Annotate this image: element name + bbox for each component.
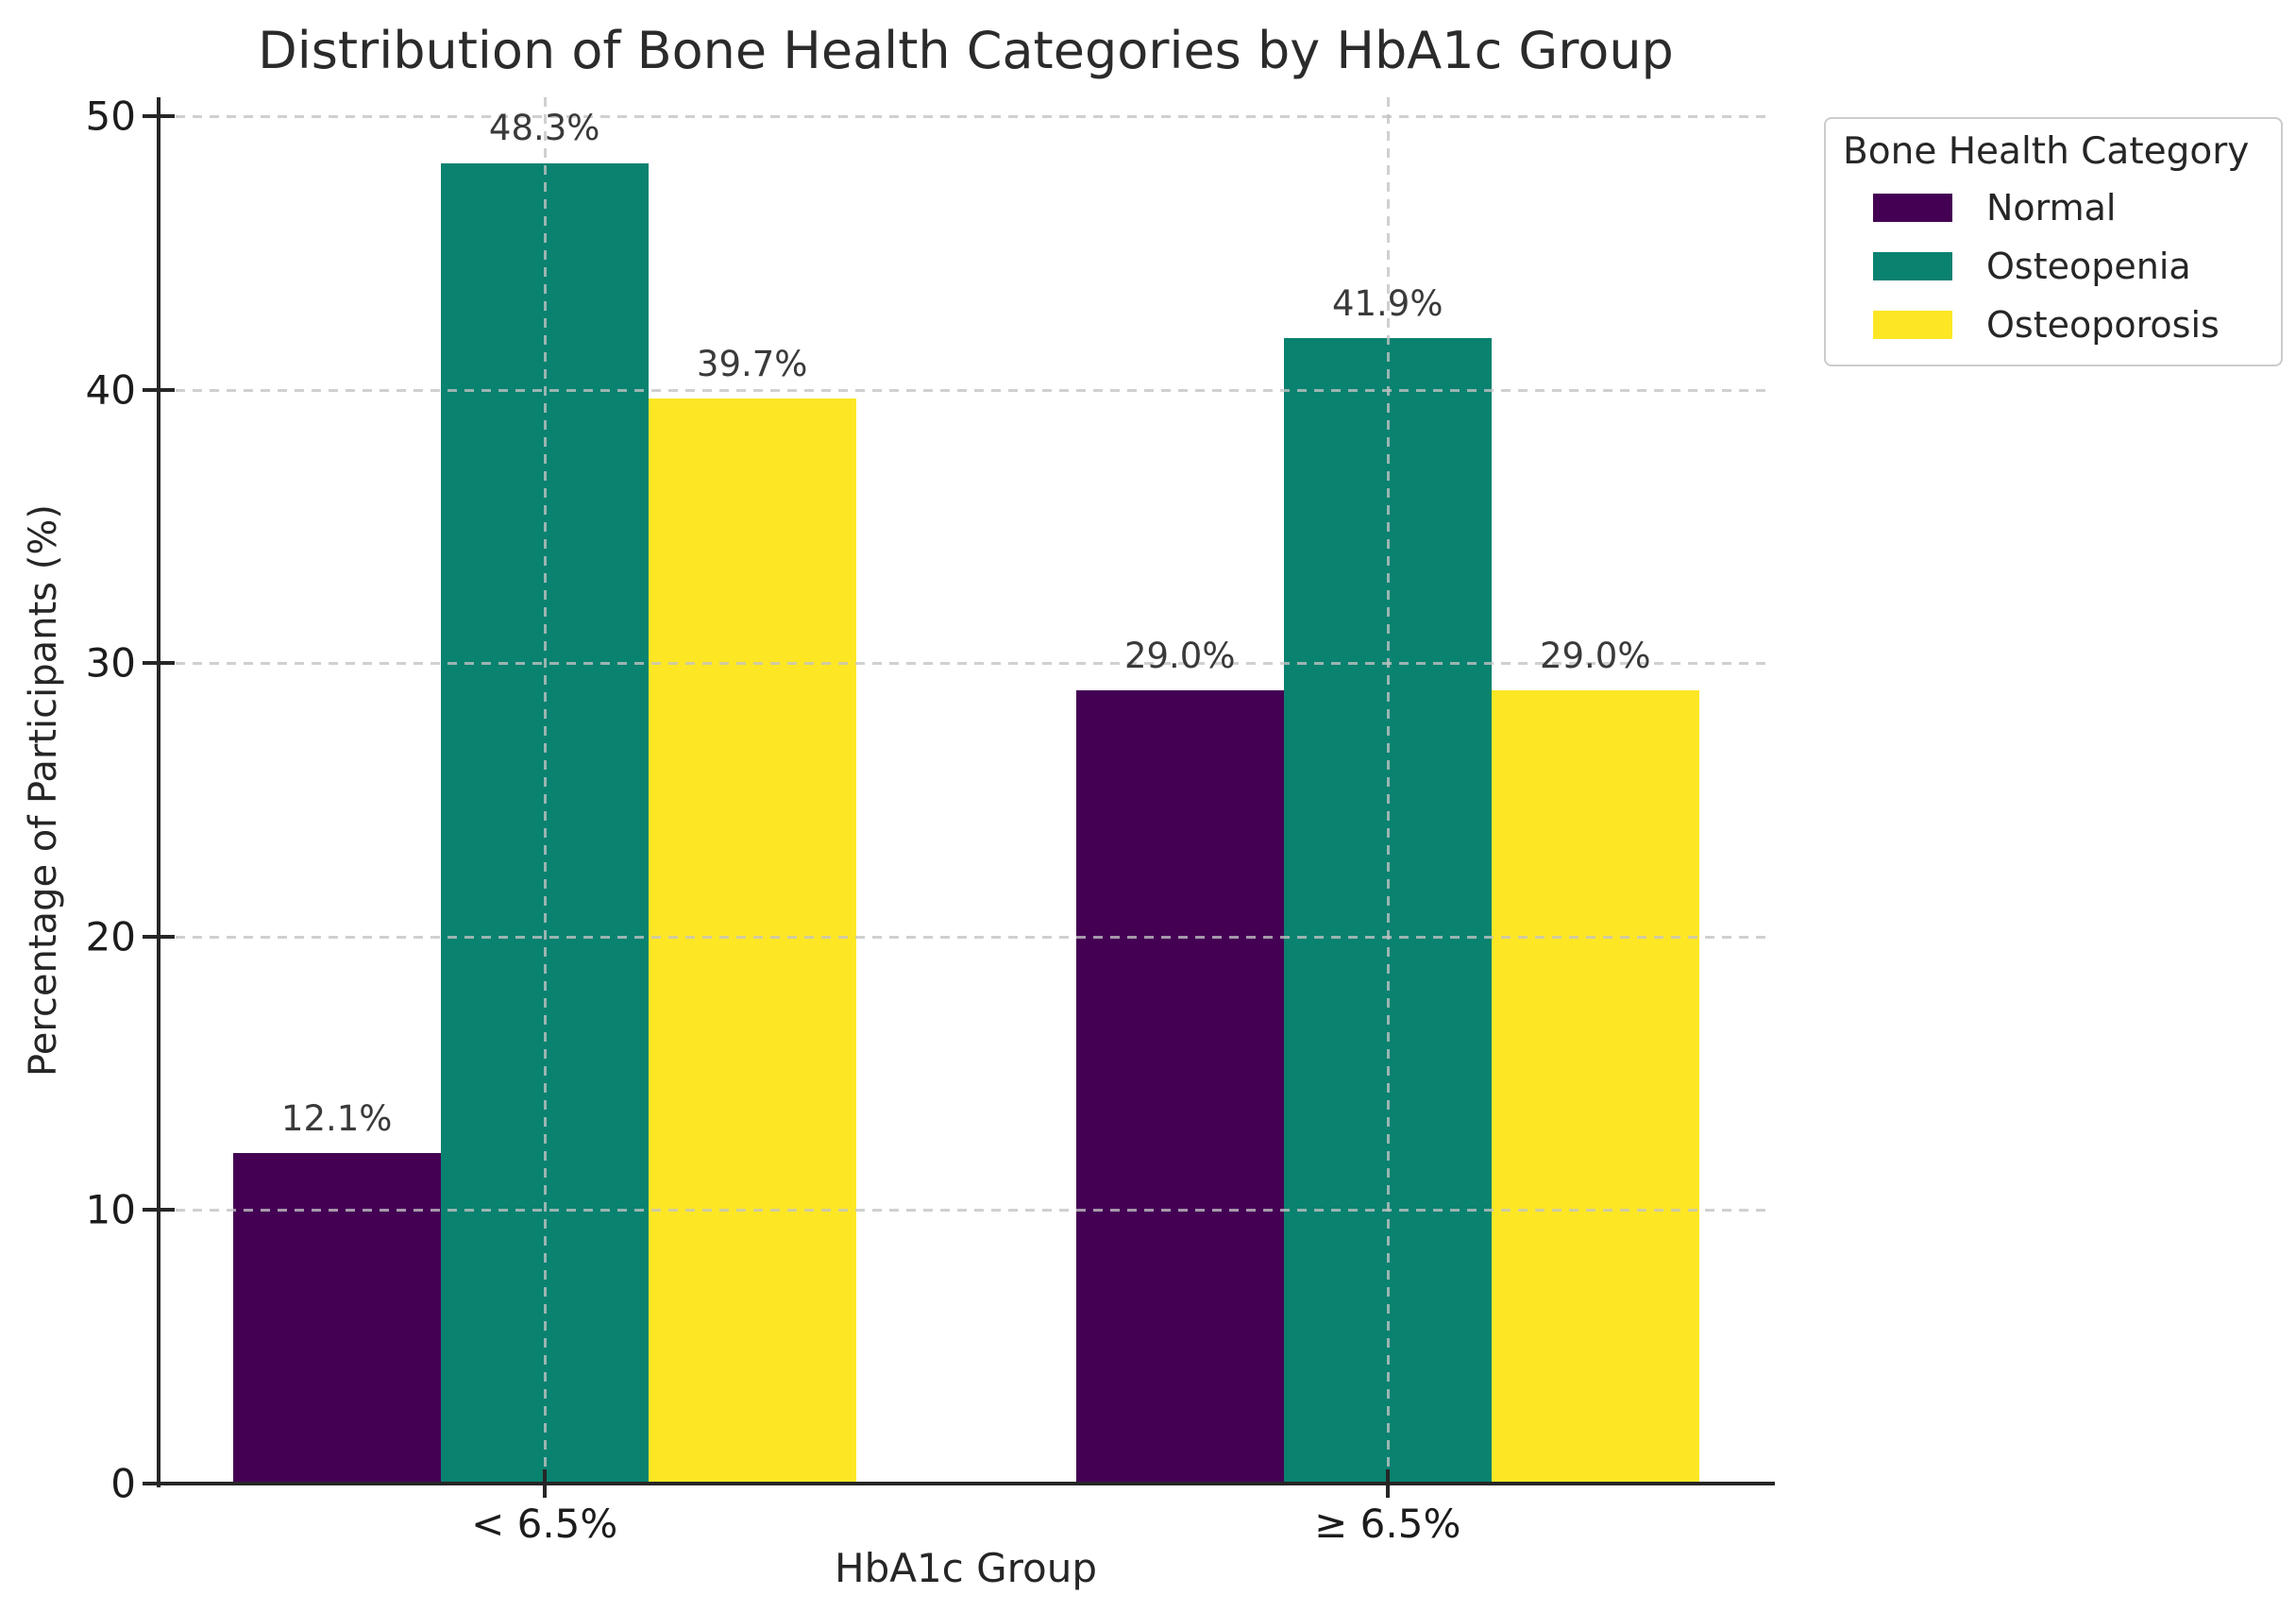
legend-swatch-osteopenia [1873,252,1952,280]
y-gridline-40 [159,388,1773,392]
bar-osteopenia-6-5 [1283,337,1492,1484]
bar-osteopenia-6-5 [440,162,649,1484]
legend-title: Bone Health Category [1843,130,2250,173]
y-tick-label-10: 10 [85,1186,136,1233]
bar-value-label-normal-6-5: 12.1% [280,1097,393,1139]
legend-swatch-normal [1873,194,1952,222]
y-axis-label: Percentage of Participants (%) [22,504,65,1077]
x-axis-label: HbA1c Group [834,1545,1097,1591]
legend: Bone Health Category Normal Osteopenia Ost… [1824,117,2283,366]
y-axis-spine [157,97,160,1487]
legend-item-normal: Normal [1826,178,2281,237]
y-tick-label-20: 20 [85,913,136,960]
y-tick-0 [143,1482,175,1485]
bar-value-label-osteoporosis-6-5: 29.0% [1539,636,1651,677]
y-tick-label-40: 40 [85,366,136,414]
bar-osteoporosis-6-5 [1491,690,1699,1484]
bar-osteoporosis-6-5 [648,398,856,1484]
bar-value-label-normal-6-5: 29.0% [1123,636,1236,677]
bar-value-label-osteopenia-6-5: 41.9% [1331,282,1443,324]
legend-item-osteoporosis: Osteoporosis [1826,296,2281,354]
legend-label-normal: Normal [1986,187,2117,229]
chart-title: Distribution of Bone Health Categories b… [258,21,1674,80]
plot-area: 0 10 20 30 40 50 < 6.5% 12.1% 48.3% 39.7% ≥ 6.5% 29… [86,93,1775,1547]
x-tick-label-6-5: ≥ 6.5% [1314,1501,1461,1547]
x-tick-6-5 [1385,1469,1390,1498]
legend-label-osteoporosis: Osteoporosis [1986,304,2220,346]
x-axis-spine [157,1482,1775,1485]
y-gridline-30 [159,662,1773,666]
y-tick-50 [143,114,175,119]
y-tick-30 [143,661,175,666]
x-tick-6-5 [542,1469,547,1498]
legend-swatch-osteoporosis [1873,311,1952,339]
y-tick-label-0: 0 [110,1460,136,1507]
bar-value-label-osteopenia-6-5: 48.3% [488,108,600,149]
bar-normal-6-5 [1075,690,1284,1484]
legend-label-osteopenia: Osteopenia [1986,246,2191,287]
y-tick-label-30: 30 [85,639,136,687]
bar-value-label-osteoporosis-6-5: 39.7% [696,343,808,384]
y-tick-10 [143,1208,175,1213]
y-gridline-50 [159,115,1773,119]
x-tick-label-6-5: < 6.5% [471,1501,618,1547]
bar-normal-6-5 [232,1152,441,1484]
y-tick-40 [143,387,175,392]
y-tick-20 [143,934,175,939]
legend-item-osteopenia: Osteopenia [1826,237,2281,296]
legend-items: Normal Osteopenia Osteoporosis [1826,178,2281,354]
y-tick-label-50: 50 [85,93,136,140]
